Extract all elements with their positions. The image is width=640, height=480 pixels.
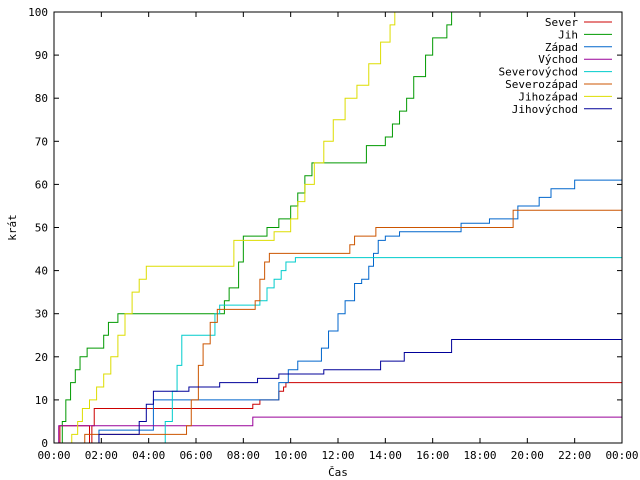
legend-label: Jih bbox=[558, 28, 578, 41]
x-tick-label: 12:00 bbox=[321, 449, 354, 462]
y-axis: 0 10 20 30 40 50 60 70 80 90 100 bbox=[28, 6, 622, 450]
y-tick-label: 90 bbox=[35, 49, 48, 62]
x-tick-label: 18:00 bbox=[463, 449, 496, 462]
x-tick-label: 06:00 bbox=[179, 449, 212, 462]
legend-label: Východ bbox=[538, 53, 578, 66]
series-line-3 bbox=[94, 179, 622, 444]
x-tick-label: 00:00 bbox=[605, 449, 638, 462]
y-tick-label: 50 bbox=[35, 222, 48, 235]
x-tick-label: 20:00 bbox=[511, 449, 544, 462]
x-tick-label: 10:00 bbox=[274, 449, 307, 462]
y-tick-label: 80 bbox=[35, 92, 48, 105]
legend-label: Jihovýchod bbox=[512, 103, 578, 116]
legend-label: Sever bbox=[545, 16, 578, 29]
x-axis: 00:00 02:00 04:00 06:00 08:00 10:00 12:00 14:00… bbox=[37, 12, 639, 462]
x-tick-label: 08:00 bbox=[227, 449, 260, 462]
x-axis-title: Čas bbox=[328, 466, 348, 479]
y-tick-label: 10 bbox=[35, 394, 48, 407]
y-tick-label: 100 bbox=[28, 6, 48, 19]
series-line-1 bbox=[57, 382, 622, 444]
y-tick-label: 60 bbox=[35, 178, 48, 191]
y-tick-label: 70 bbox=[35, 135, 48, 148]
x-tick-label: 22:00 bbox=[558, 449, 591, 462]
series-line-2 bbox=[58, 11, 622, 444]
x-tick-label: 16:00 bbox=[416, 449, 449, 462]
legend-label: Severovýchod bbox=[499, 66, 578, 79]
legend-label: Jihozápad bbox=[518, 90, 578, 103]
series-line-6 bbox=[82, 209, 622, 444]
y-axis-title: krát bbox=[6, 214, 19, 241]
legend-label: Západ bbox=[545, 41, 578, 54]
y-tick-label: 40 bbox=[35, 265, 48, 278]
series-line-8 bbox=[96, 339, 622, 444]
series-line-7 bbox=[68, 11, 622, 444]
x-tick-label: 02:00 bbox=[85, 449, 118, 462]
x-tick-label: 14:00 bbox=[369, 449, 402, 462]
y-tick-label: 20 bbox=[35, 351, 48, 364]
plot-frame bbox=[53, 11, 623, 444]
x-tick-label: 04:00 bbox=[132, 449, 165, 462]
legend-label: Severozápad bbox=[505, 78, 578, 91]
y-tick-label: 30 bbox=[35, 308, 48, 321]
series-line-5 bbox=[160, 257, 622, 444]
legend: SeverJihZápadVýchodSeverovýchodSeverozáp… bbox=[499, 16, 612, 116]
y-tick-label: 0 bbox=[41, 437, 48, 450]
x-tick-label: 00:00 bbox=[37, 449, 70, 462]
